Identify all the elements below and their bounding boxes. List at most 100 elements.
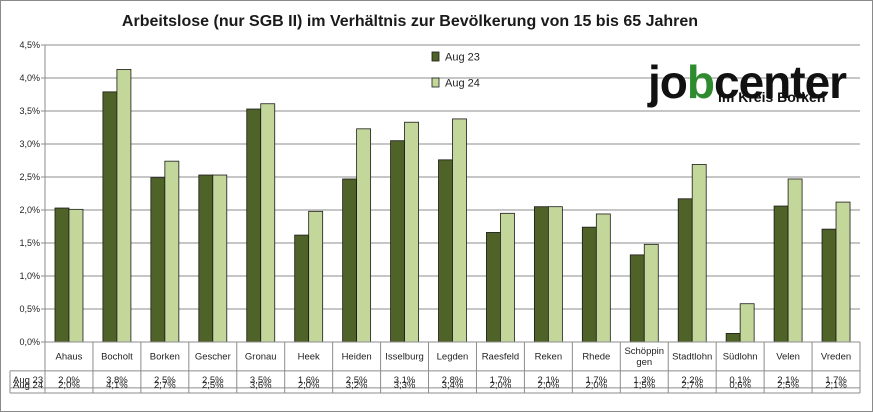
y-tick-label: 1,5% [19, 238, 40, 248]
category-label: Ahaus [56, 351, 83, 362]
bar [246, 108, 262, 343]
category-label: gen [636, 357, 652, 368]
bar [739, 303, 755, 343]
category-label: Velen [776, 351, 800, 362]
y-tick-label: 1,0% [19, 271, 40, 281]
bar [356, 128, 372, 343]
data-label: 3,3% [394, 380, 416, 391]
data-label: 1,6% [298, 375, 320, 386]
y-tick-label: 4,0% [19, 73, 40, 83]
data-label: 1,7% [585, 375, 607, 386]
data-label: 4,1% [106, 380, 128, 391]
bar [486, 232, 501, 343]
y-tick-label: 3,0% [19, 139, 40, 149]
category-label: Vreden [821, 351, 851, 362]
bar [68, 208, 84, 343]
data-label: 3,8% [106, 375, 128, 386]
category-label: Stadtlohn [672, 351, 712, 362]
data-label: 1,7% [825, 375, 847, 386]
y-tick-label: 2,0% [19, 205, 40, 215]
bar [500, 212, 515, 343]
category-label: Legden [437, 351, 469, 362]
legend: Aug 23 Aug 24 [431, 51, 480, 90]
logo-text-b: b [687, 56, 714, 108]
table-series-name: Aug 24 [13, 380, 43, 391]
category-label: Borken [150, 351, 180, 362]
bar [787, 178, 803, 343]
bar [404, 121, 419, 343]
data-label: 0,1% [729, 375, 751, 386]
legend-swatch [431, 77, 440, 88]
category-label: Gronau [245, 351, 277, 362]
logo-text-jo: jo [647, 56, 687, 108]
data-label: 0,6% [729, 380, 751, 391]
data-label: 2,5% [202, 375, 224, 386]
bar [164, 160, 180, 343]
data-label: 2,5% [202, 380, 224, 391]
y-tick-label: 2,5% [19, 172, 40, 182]
bar [773, 205, 789, 343]
legend-label: Aug 23 [445, 52, 480, 64]
bar [725, 333, 741, 343]
legend-label: Aug 24 [445, 78, 480, 90]
category-label: Heiden [342, 351, 372, 362]
data-table: Ahaus Bocholt Borken Gescher Gronau Heek Heide… [9, 341, 861, 394]
data-label: 3,4% [442, 380, 464, 391]
bar [547, 206, 563, 343]
bar [691, 164, 707, 343]
bar [390, 140, 405, 343]
bar [342, 178, 358, 343]
logo-text-center: center [714, 56, 847, 108]
chart-title: Arbeitslose (nur SGB II) im Verhältnis z… [122, 13, 698, 30]
jobcenter-logo: jobcenter im Kreis Borken [647, 56, 848, 108]
bar [102, 91, 118, 343]
bar [116, 69, 132, 343]
bar [835, 201, 851, 343]
category-label: Raesfeld [482, 351, 520, 362]
data-label: 1,7% [490, 375, 512, 386]
bar [308, 210, 324, 343]
y-tick-label: 0,5% [19, 304, 40, 314]
data-label: 2,0% [58, 380, 80, 391]
y-tick-label: 4,5% [19, 40, 40, 50]
bar [198, 174, 214, 343]
legend-swatch [431, 51, 440, 62]
bar [54, 207, 70, 343]
bar [452, 118, 467, 343]
data-label: 2,7% [681, 380, 703, 391]
data-label: 2,5% [154, 375, 176, 386]
data-label: 2,0% [538, 380, 560, 391]
bars [54, 69, 851, 343]
category-label: Bocholt [101, 351, 133, 362]
category-label: Südlohn [723, 351, 758, 362]
bar [150, 177, 166, 343]
bar [294, 234, 310, 343]
data-label: 3,6% [250, 380, 272, 391]
logo-wordmark: jobcenter [647, 56, 847, 108]
bar [260, 103, 276, 343]
bar [212, 174, 228, 343]
category-label: Isselburg [385, 351, 424, 362]
bar [533, 206, 549, 343]
data-label: 2,1% [538, 375, 560, 386]
logo-subtitle: im Kreis Borken [718, 89, 825, 105]
data-label: 2,0% [585, 380, 607, 391]
data-label: 3,1% [394, 375, 416, 386]
bar [629, 254, 645, 343]
data-label: 2,7% [154, 380, 176, 391]
y-tick-label: 0,0% [19, 337, 40, 347]
table-series-name: Aug 23 [13, 375, 43, 386]
data-label: 1,5% [633, 380, 655, 391]
bar [595, 213, 611, 343]
y-axis: 0,0% 0,5% 1,0% 1,5% 2,0% 2,5% 3,0% 3,5% 4,0% 4,5% [19, 40, 46, 393]
data-label: 2,0% [490, 380, 512, 391]
data-label: 2,1% [825, 380, 847, 391]
data-label: 2,1% [777, 375, 799, 386]
category-label: Heek [298, 351, 320, 362]
bar [438, 159, 453, 343]
data-label: 2,8% [442, 375, 464, 386]
y-tick-label: 3,5% [19, 106, 40, 116]
data-label: 2,5% [777, 380, 799, 391]
